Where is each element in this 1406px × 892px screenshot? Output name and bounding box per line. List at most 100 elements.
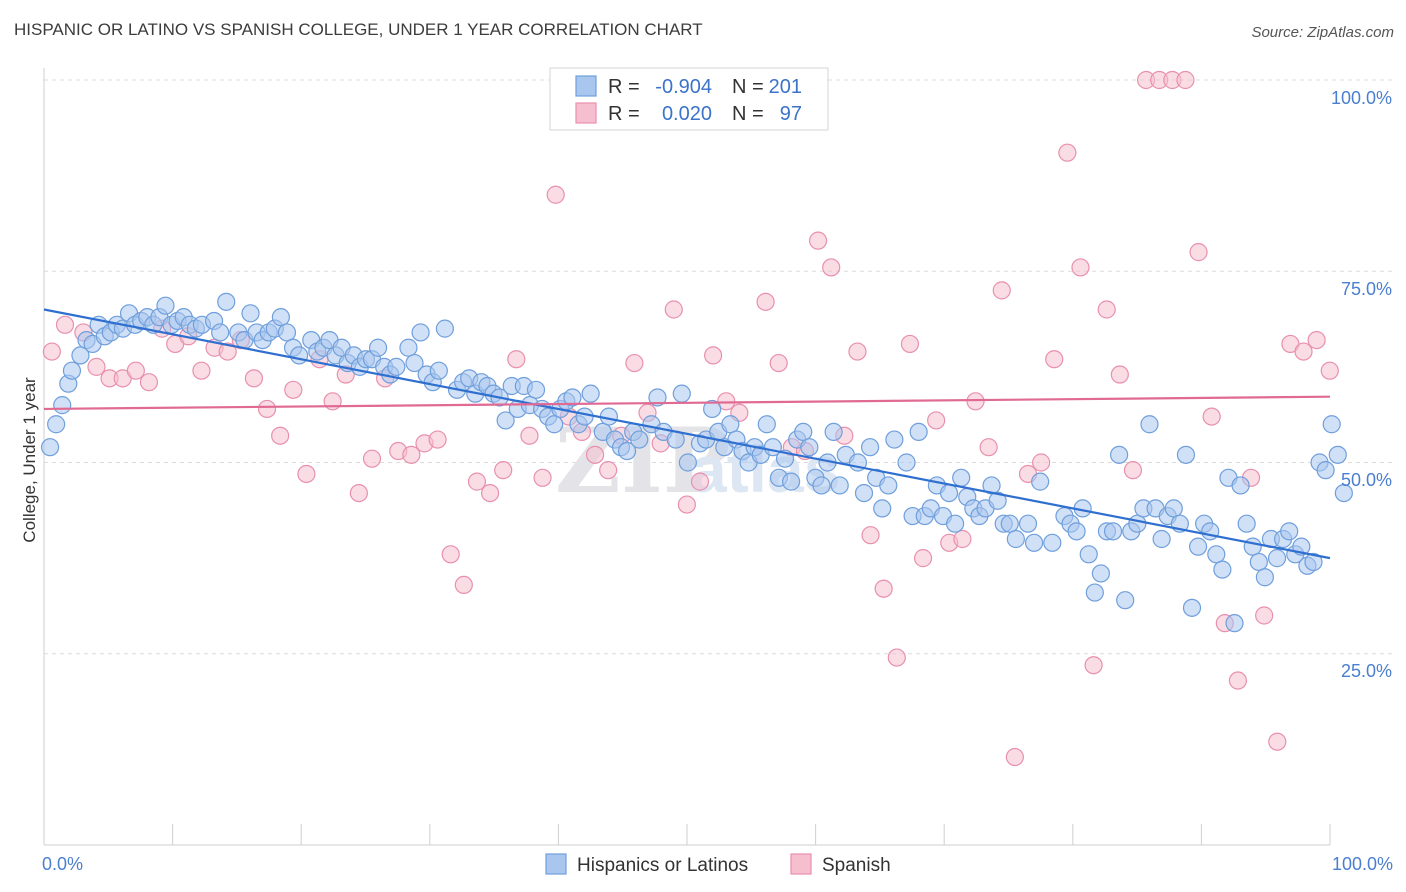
spanish-point <box>402 445 421 464</box>
hispanic-point <box>1188 537 1208 556</box>
spanish-point <box>507 350 526 369</box>
spanish-point <box>1071 258 1090 277</box>
spanish-point <box>887 648 906 667</box>
y-tick-100: 100.0% <box>1331 88 1392 108</box>
spanish-point <box>244 369 264 388</box>
hispanic-point <box>53 396 72 415</box>
x-tick-min: 0.0% <box>42 854 83 874</box>
spanish-point <box>822 258 841 277</box>
spanish-point <box>362 449 382 468</box>
hispanic-point <box>1231 476 1250 495</box>
spanish-point <box>55 315 75 334</box>
y-tick-75: 75.0% <box>1341 279 1392 299</box>
hispanic-point <box>618 441 637 461</box>
hispanic-point <box>496 411 515 430</box>
bottom-legend-spanish: Spanish <box>822 855 891 876</box>
hispanic-point <box>824 422 843 441</box>
spanish-point <box>1032 453 1051 472</box>
hispanic-point <box>290 346 309 365</box>
hispanic-point <box>1031 472 1050 491</box>
hispanic-point <box>545 415 564 434</box>
hispanic-point <box>1152 529 1171 549</box>
spanish-point <box>441 545 460 564</box>
hispanic-point <box>47 415 66 434</box>
legend-r-label-1: R = <box>608 76 640 98</box>
hispanic-point <box>1213 560 1232 579</box>
spanish-point <box>1202 407 1221 426</box>
spanish-point <box>1045 350 1064 369</box>
spanish-point <box>192 361 211 380</box>
bottom-legend-swatch-spanish <box>790 853 812 875</box>
source-label: Source: ZipAtlas.com <box>1251 24 1394 41</box>
hispanic-trend-line <box>43 308 1331 560</box>
spanish-point <box>1058 143 1077 162</box>
spanish-point <box>1084 656 1103 675</box>
hispanic-point <box>1140 415 1159 434</box>
grid-lines <box>44 79 1392 655</box>
spanish-point <box>704 346 723 365</box>
x-tick-max: 100.0% <box>1332 854 1393 874</box>
hispanic-point <box>1255 568 1274 587</box>
spanish-point <box>139 373 159 392</box>
legend-n-value-1: 201 <box>769 76 802 98</box>
hispanic-point <box>241 304 260 323</box>
legend-n-label-1: N = <box>732 76 764 98</box>
hispanic-point <box>71 346 90 365</box>
hispanic-point <box>1201 522 1220 541</box>
spanish-point <box>1123 461 1143 480</box>
hispanic-point <box>1243 537 1262 556</box>
spanish-point <box>1307 331 1326 350</box>
spanish-point <box>349 484 368 503</box>
hispanic-point <box>794 422 813 441</box>
spanish-point <box>992 281 1011 300</box>
hispanic-point <box>897 453 916 472</box>
spanish-trend-line <box>43 395 1331 411</box>
hispanic-point <box>939 484 959 503</box>
hispanic-point <box>830 476 849 495</box>
spanish-point <box>520 426 539 445</box>
hispanic-point <box>1207 545 1226 564</box>
hispanic-point <box>1304 552 1323 572</box>
hispanic-point <box>1328 445 1347 464</box>
hispanic-point <box>1018 514 1038 533</box>
hispanic-point <box>1067 522 1086 541</box>
spanish-point <box>467 472 487 491</box>
spanish-point <box>1268 732 1287 751</box>
hispanic-point <box>703 399 722 419</box>
spanish-point <box>1189 243 1208 262</box>
spanish-point <box>625 353 644 373</box>
spanish-point <box>690 472 710 491</box>
legend-swatch-hispanic <box>575 75 597 97</box>
hispanic-point <box>672 384 691 403</box>
spanish-point <box>677 495 696 514</box>
hispanic-point <box>40 438 60 457</box>
hispanic-point <box>757 415 776 434</box>
hispanic-point <box>1103 522 1123 541</box>
spanish-point <box>297 464 316 484</box>
spanish-point <box>1110 365 1129 384</box>
spanish-point <box>808 231 828 250</box>
hispanic-point <box>952 468 971 487</box>
hispanic-point <box>1091 564 1110 583</box>
spanish-point <box>756 292 775 311</box>
spanish-point <box>428 430 447 449</box>
x-axis-ticks <box>43 824 1331 845</box>
hispanic-point <box>277 323 297 342</box>
legend-n-value-2: 97 <box>780 103 802 125</box>
hispanic-point <box>800 438 819 457</box>
hispanic-point <box>411 323 430 342</box>
hispanic-point <box>1079 545 1098 564</box>
hispanic-point <box>988 491 1007 510</box>
hispanic-point <box>1267 549 1287 568</box>
hispanic-point <box>1249 552 1268 572</box>
hispanic-point <box>1116 591 1135 610</box>
spanish-point <box>769 353 788 373</box>
y-axis-label: College, Under 1 year <box>20 377 39 543</box>
hispanic-point <box>156 296 175 315</box>
hispanic-point <box>721 415 740 434</box>
spanish-point <box>1228 671 1248 690</box>
hispanic-point <box>1237 514 1256 533</box>
bottom-legend-swatch-hispanic <box>545 853 567 875</box>
hispanic-point <box>1024 533 1044 552</box>
hispanic-point <box>1176 445 1196 464</box>
